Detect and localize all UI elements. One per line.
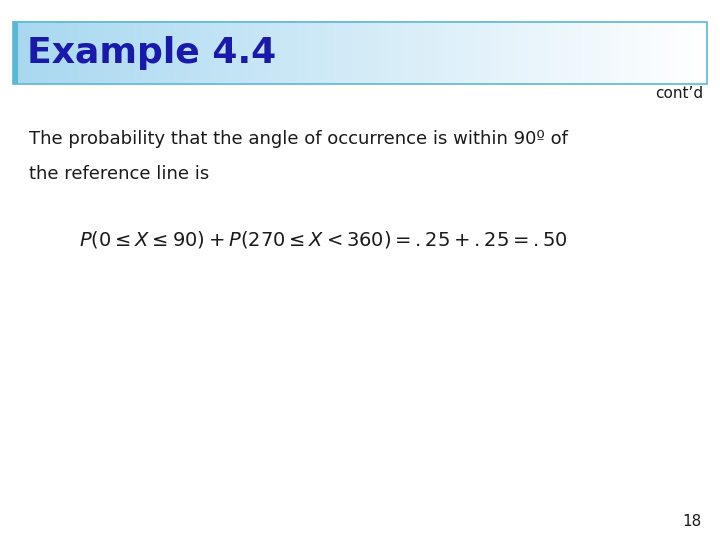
Text: The probability that the angle of occurrence is within 90º of: The probability that the angle of occurr…: [29, 130, 567, 147]
FancyBboxPatch shape: [13, 22, 18, 84]
Text: cont’d: cont’d: [655, 86, 703, 102]
Text: 18: 18: [683, 514, 702, 529]
Text: the reference line is: the reference line is: [29, 165, 209, 183]
Text: Example 4.4: Example 4.4: [27, 36, 276, 70]
Text: $\mathit{P}(0 \leq \mathit{X} \leq 90) + \mathit{P}(270 \leq \mathit{X} < 360) =: $\mathit{P}(0 \leq \mathit{X} \leq 90) +…: [79, 230, 568, 251]
